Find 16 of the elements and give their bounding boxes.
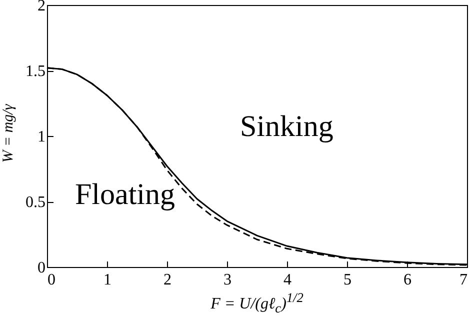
x-tick-label: 4: [284, 272, 292, 288]
x-tick-label: 1: [104, 272, 112, 288]
y-tick-label: 0: [38, 260, 46, 276]
x-tick-label: 7: [460, 272, 468, 288]
x-axis-title: F = U/(gℓ$_{c}$)$^{1/2}$: [210, 290, 304, 317]
y-tick-label: 0.5: [26, 194, 46, 211]
y-tick-label: 1.5: [26, 63, 46, 80]
x-tick-label: 6: [404, 272, 412, 288]
y-tick-label: 1: [38, 128, 46, 146]
annotation: Floating: [75, 178, 176, 212]
x-tick-label: 2: [164, 272, 172, 288]
annotation: Sinking: [240, 110, 334, 144]
y-axis-title: W = mg/γ: [0, 102, 18, 165]
y-tick-label: 2: [38, 0, 46, 14]
x-tick-label: 3: [224, 272, 232, 288]
x-tick-label: 5: [344, 272, 352, 288]
